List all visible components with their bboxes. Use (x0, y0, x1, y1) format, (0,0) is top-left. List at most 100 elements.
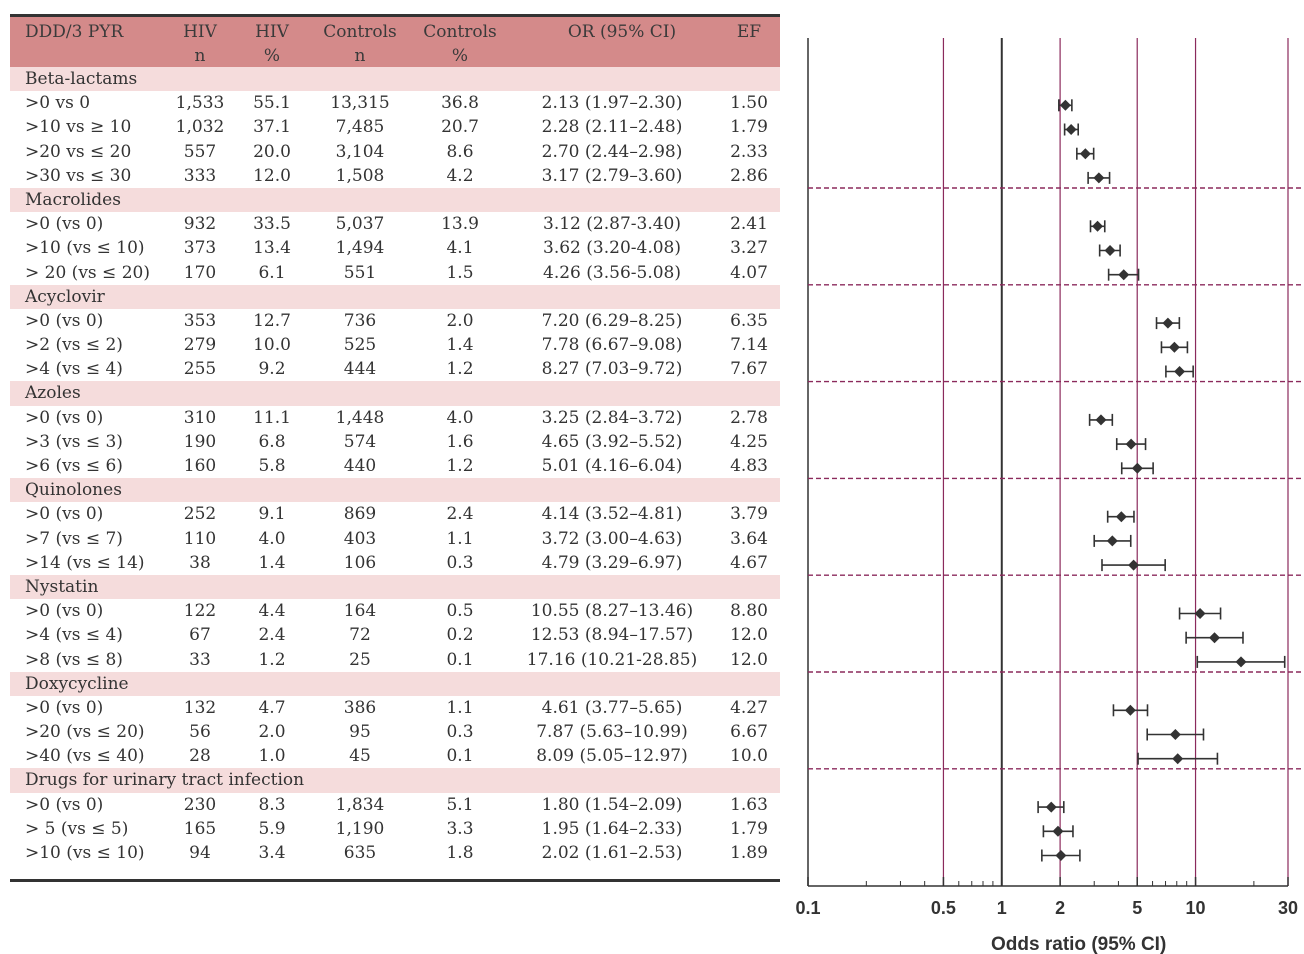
odds-ratio-marker (1093, 172, 1105, 184)
table-header: DDD/3 PYR HIV n HIV% Controls n Controls% … (10, 17, 780, 67)
cell-controls-n: 574 (343, 431, 377, 452)
cell-controls-n: 25 (349, 649, 371, 670)
cell-controls-pct: 1.4 (446, 335, 474, 356)
group-row: Beta-lactams (10, 67, 780, 92)
cell-or-ci: 2.28 (2.11–2.48) (541, 117, 683, 138)
cell-controls-pct: 0.2 (446, 625, 474, 646)
data-point (1063, 123, 1080, 136)
data-points (1037, 99, 1286, 862)
x-tick-label: 2 (1055, 898, 1065, 918)
odds-ratio-marker (1052, 825, 1064, 837)
cell-hiv-pct: 9.2 (258, 359, 286, 380)
table-row: >4 (vs ≤ 4) 255 9.2 444 1.2 8.27 (7.03–9.72) 7… (10, 357, 780, 381)
odds-ratio-marker (1115, 511, 1127, 523)
cell-controls-n: 3,104 (335, 141, 385, 162)
table-row: >7 (vs ≤ 7) 110 4.0 403 1.1 3.72 (3.00–4.63) 3… (10, 527, 780, 551)
cell-dose: >0 (vs 0) (25, 504, 104, 525)
cell-controls-n: 95 (349, 722, 371, 743)
cell-dose: >0 (vs 0) (25, 697, 104, 718)
cell-hiv-n: 110 (183, 528, 217, 549)
cell-controls-pct: 4.1 (446, 238, 474, 259)
group-row: Doxycycline (10, 671, 780, 696)
cell-controls-n: 13,315 (330, 93, 390, 114)
cell-controls-pct: 1.2 (446, 456, 474, 476)
cell-controls-n: 403 (343, 528, 377, 549)
table-row: >14 (vs ≤ 14) 38 1.4 106 0.3 4.79 (3.29–6.97)… (10, 551, 780, 575)
cell-hiv-pct: 5.9 (258, 818, 286, 839)
odds-ratio-marker (1131, 462, 1143, 474)
group-label: Macrolides (25, 189, 121, 210)
cell-controls-pct: 2.4 (446, 504, 474, 525)
cell-controls-pct: 1.1 (446, 528, 474, 549)
x-axis: 0.1 0.5 1 2 5 10 30 (795, 877, 1298, 918)
cell-ef: 8.80 (730, 601, 768, 622)
cell-hiv-n: 56 (189, 722, 211, 743)
cell-hiv-n: 38 (189, 552, 211, 573)
cell-hiv-n: 165 (183, 818, 217, 839)
cell-controls-pct: 20.7 (441, 117, 479, 138)
cell-hiv-n: 67 (189, 625, 211, 646)
cell-hiv-n: 170 (183, 262, 217, 283)
cell-hiv-n: 279 (183, 335, 217, 356)
cell-ef: 1.63 (730, 794, 768, 815)
cell-ef: 6.35 (730, 310, 768, 331)
cell-hiv-n: 1,533 (175, 93, 225, 114)
cell-hiv-pct: 20.0 (253, 141, 291, 162)
table-top-rule (10, 14, 780, 17)
odds-ratio-marker (1209, 632, 1221, 644)
forest-plot: 0.1 0.5 1 2 5 10 30 Odds ratio (95% CI) (795, 38, 1304, 954)
cell-ef: 2.86 (730, 165, 768, 186)
cell-hiv-pct: 11.1 (253, 407, 291, 428)
group-separators (808, 187, 1304, 770)
cell-ef: 2.33 (730, 141, 768, 162)
table-row: > 5 (vs ≤ 5) 165 5.9 1,190 3.3 1.95 (1.64–2.3… (10, 817, 780, 841)
cell-controls-pct: 5.1 (446, 794, 474, 815)
cell-ef: 2.41 (730, 214, 768, 235)
cell-controls-pct: 1.5 (446, 262, 474, 283)
group-label: Acyclovir (25, 286, 105, 307)
cell-controls-n: 525 (343, 335, 377, 356)
cell-dose: >0 (vs 0) (25, 601, 104, 622)
table-body: Beta-lactams >0 vs 0 1,533 55.1 13,315 36.8 2.… (10, 67, 780, 865)
group-row: Nystatin (10, 574, 780, 600)
cell-controls-pct: 0.1 (446, 649, 474, 670)
odds-ratio-marker (1104, 245, 1116, 256)
cell-or-ci: 2.70 (2.44–2.98) (541, 141, 683, 162)
cell-controls-pct: 0.5 (446, 601, 474, 622)
cell-controls-n: 72 (349, 625, 371, 646)
cell-or-ci: 3.12 (2.87-3.40) (543, 214, 681, 235)
cell-dose: > 20 (vs ≤ 20) (25, 262, 150, 283)
odds-ratio-marker (1174, 366, 1186, 377)
table-row: > 20 (vs ≤ 20) 170 6.1 551 1.5 4.26 (3.56-5.0… (10, 261, 780, 285)
cell-controls-pct: 36.8 (441, 93, 479, 114)
cell-hiv-pct: 6.8 (258, 431, 286, 452)
data-point (1042, 825, 1074, 838)
group-row: Quinolones (10, 478, 780, 503)
cell-controls-pct: 13.9 (441, 214, 479, 235)
cell-ef: 3.27 (730, 238, 768, 259)
cell-or-ci: 4.65 (3.92–5.52) (541, 431, 683, 452)
cell-hiv-pct: 6.1 (258, 262, 286, 283)
group-row: Drugs for urinary tract infection (10, 768, 780, 793)
cell-controls-n: 869 (343, 504, 377, 525)
cell-ef: 6.67 (730, 722, 768, 743)
cell-controls-n: 736 (343, 310, 377, 331)
cell-controls-n: 1,508 (335, 165, 385, 186)
cell-hiv-pct: 5.8 (258, 456, 286, 476)
cell-or-ci: 3.17 (2.79–3.60) (541, 165, 683, 186)
cell-hiv-pct: 37.1 (253, 117, 291, 138)
table-row: >10 (vs ≤ 10) 94 3.4 635 1.8 2.02 (1.61–2.53)… (10, 841, 780, 865)
cell-dose: >40 (vs ≤ 40) (25, 746, 145, 767)
cell-hiv-pct: 55.1 (253, 93, 291, 114)
data-point (1037, 801, 1065, 814)
cell-controls-n: 386 (343, 697, 377, 718)
cell-hiv-pct: 1.2 (258, 649, 286, 670)
cell-hiv-pct: 8.3 (258, 794, 286, 815)
gridlines (807, 38, 1289, 886)
cell-or-ci: 4.26 (3.56-5.08) (543, 262, 681, 283)
cell-dose: >14 (vs ≤ 14) (25, 552, 145, 573)
cell-ef: 3.79 (730, 504, 768, 525)
cell-hiv-n: 252 (183, 504, 217, 525)
data-point (1120, 462, 1154, 475)
cell-hiv-pct: 12.7 (253, 310, 291, 331)
